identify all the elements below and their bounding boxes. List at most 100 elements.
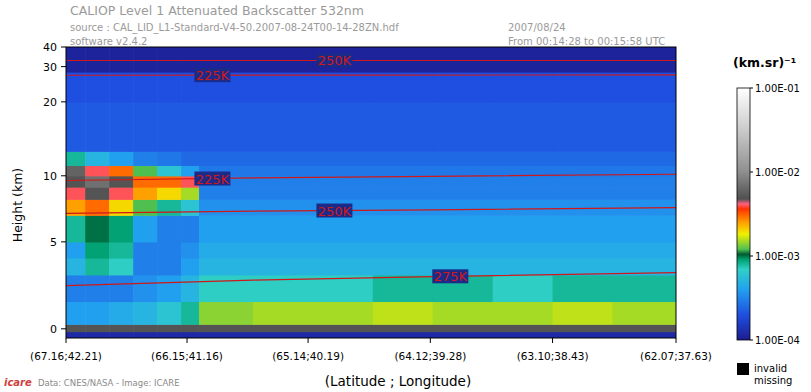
cell <box>553 301 614 324</box>
invalid-swatch <box>737 363 749 375</box>
cell <box>66 47 86 73</box>
cell <box>133 275 158 302</box>
cell <box>66 151 86 166</box>
cell <box>85 176 110 188</box>
cell <box>66 242 86 259</box>
invalid-label: invalid <box>754 363 787 374</box>
cell <box>85 275 110 302</box>
cell <box>133 258 158 276</box>
cell <box>109 151 134 166</box>
cell <box>433 102 494 152</box>
cell <box>199 151 254 166</box>
cell <box>433 72 494 102</box>
title: CALIOP Level 1 Attenuated Backscatter 53… <box>70 3 364 18</box>
y-tick <box>61 66 66 67</box>
cell <box>253 187 314 200</box>
cell <box>553 72 614 102</box>
cell <box>253 258 314 276</box>
x-tick-label: (64.12;39.28) <box>394 350 466 362</box>
cell <box>612 187 676 200</box>
cell <box>253 199 314 216</box>
cell <box>66 165 86 176</box>
x-tick <box>308 338 309 343</box>
software: software v2.4.2 <box>70 36 148 47</box>
cell <box>157 324 182 332</box>
date: 2007/08/24 <box>508 22 566 33</box>
x-tick-label: (66.15;41.16) <box>151 350 223 362</box>
cell <box>373 72 434 102</box>
cell <box>493 215 554 242</box>
cell <box>493 165 554 176</box>
y-tick-label: 0 <box>50 323 57 336</box>
cell <box>133 187 158 200</box>
cell <box>157 72 182 102</box>
subtitle: source : CAL_LID_L1-Standard-V4-50.2007-… <box>70 22 399 34</box>
colorbar <box>737 88 750 340</box>
cell <box>199 187 254 200</box>
cell <box>199 102 254 152</box>
cell <box>181 275 200 302</box>
cell <box>433 151 494 166</box>
cell <box>433 176 494 188</box>
cell <box>612 332 676 338</box>
cell <box>493 242 554 259</box>
cell <box>157 215 182 242</box>
cell <box>313 187 374 200</box>
cell <box>66 301 86 324</box>
cell <box>157 199 182 216</box>
contour-line <box>66 74 676 76</box>
cell <box>66 275 86 302</box>
cell <box>433 187 494 200</box>
contour-label-box <box>194 172 230 186</box>
cell <box>612 301 676 324</box>
cell <box>493 332 554 338</box>
colorbar-tick-label: 1.00E-02 <box>755 167 800 178</box>
cell <box>85 102 110 152</box>
cell <box>373 102 434 152</box>
colorbar-tick-label: 1.00E-03 <box>755 251 800 262</box>
cell <box>109 102 134 152</box>
cell <box>85 165 110 176</box>
cell <box>253 102 314 152</box>
cell <box>373 199 434 216</box>
cell <box>553 199 614 216</box>
cell <box>66 102 86 152</box>
cell <box>157 332 182 338</box>
cell <box>109 301 134 324</box>
cell <box>612 215 676 242</box>
x-tick <box>552 338 553 343</box>
cell <box>373 275 434 302</box>
cell <box>553 242 614 259</box>
cell <box>373 242 434 259</box>
cell <box>181 258 200 276</box>
y-tick <box>61 47 66 48</box>
cell <box>181 199 200 216</box>
cell <box>493 176 554 188</box>
cell <box>66 187 86 200</box>
cell <box>553 187 614 200</box>
cell <box>313 165 374 176</box>
contour-line <box>66 60 676 61</box>
cell <box>253 151 314 166</box>
cell <box>133 176 158 188</box>
cell <box>181 187 200 200</box>
cell <box>373 187 434 200</box>
cell <box>313 301 374 324</box>
missing-label: missing <box>754 375 792 386</box>
cell <box>133 199 158 216</box>
cell <box>199 332 254 338</box>
cell <box>553 47 614 73</box>
cell <box>199 215 254 242</box>
cell <box>133 165 158 176</box>
cell <box>313 151 374 166</box>
contour-label-box <box>432 269 468 283</box>
cell <box>181 242 200 259</box>
cell <box>433 332 494 338</box>
colorbar-label: (km.sr)⁻¹ <box>733 55 796 70</box>
y-tick-label: 20 <box>43 96 57 109</box>
axes: 0510203040(67.16;42.21)(66.15;41.16)(65.… <box>10 41 712 389</box>
x-tick-label: (67.16;42.21) <box>30 350 102 362</box>
contour-label-box <box>316 204 352 218</box>
cell <box>373 332 434 338</box>
cell <box>181 215 200 242</box>
